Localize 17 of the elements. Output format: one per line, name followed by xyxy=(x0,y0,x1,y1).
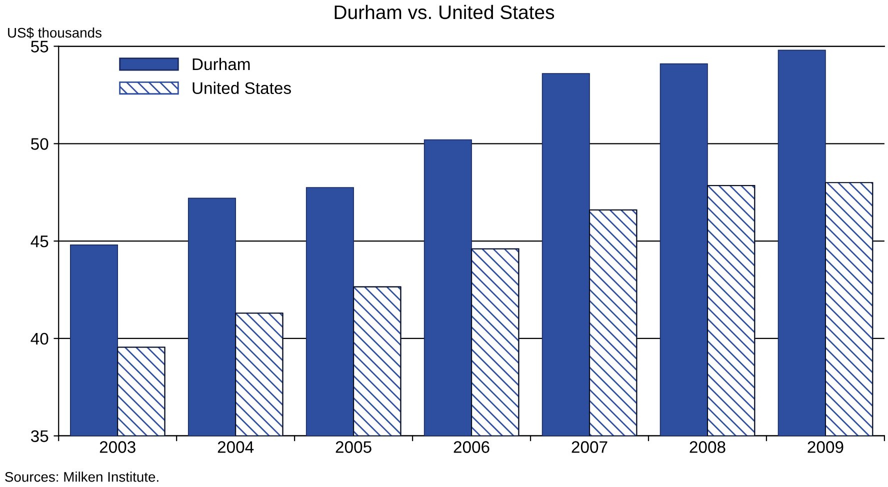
y-tick-label: 50 xyxy=(31,138,48,150)
source-note: Sources: Milken Institute. xyxy=(5,472,158,482)
x-tick-label: 2006 xyxy=(454,441,490,453)
x-tick-label: 2007 xyxy=(572,441,608,453)
y-tick-label: 45 xyxy=(30,236,48,248)
legend-label: Durham xyxy=(192,58,250,70)
legend-label: United States xyxy=(192,82,291,94)
y-tick-label: 40 xyxy=(30,332,48,345)
chart-title: Durham vs. United States xyxy=(334,4,554,20)
y-tick-label: 55 xyxy=(31,40,48,52)
x-tick-label: 2003 xyxy=(100,441,136,453)
x-tick-label: 2005 xyxy=(336,441,372,453)
y-axis-title: US$ thousands xyxy=(8,27,102,39)
x-tick-label: 2009 xyxy=(808,441,844,453)
y-tick-label: 35 xyxy=(30,430,48,442)
x-tick-label: 2008 xyxy=(690,441,726,453)
x-tick-label: 2004 xyxy=(218,441,254,453)
